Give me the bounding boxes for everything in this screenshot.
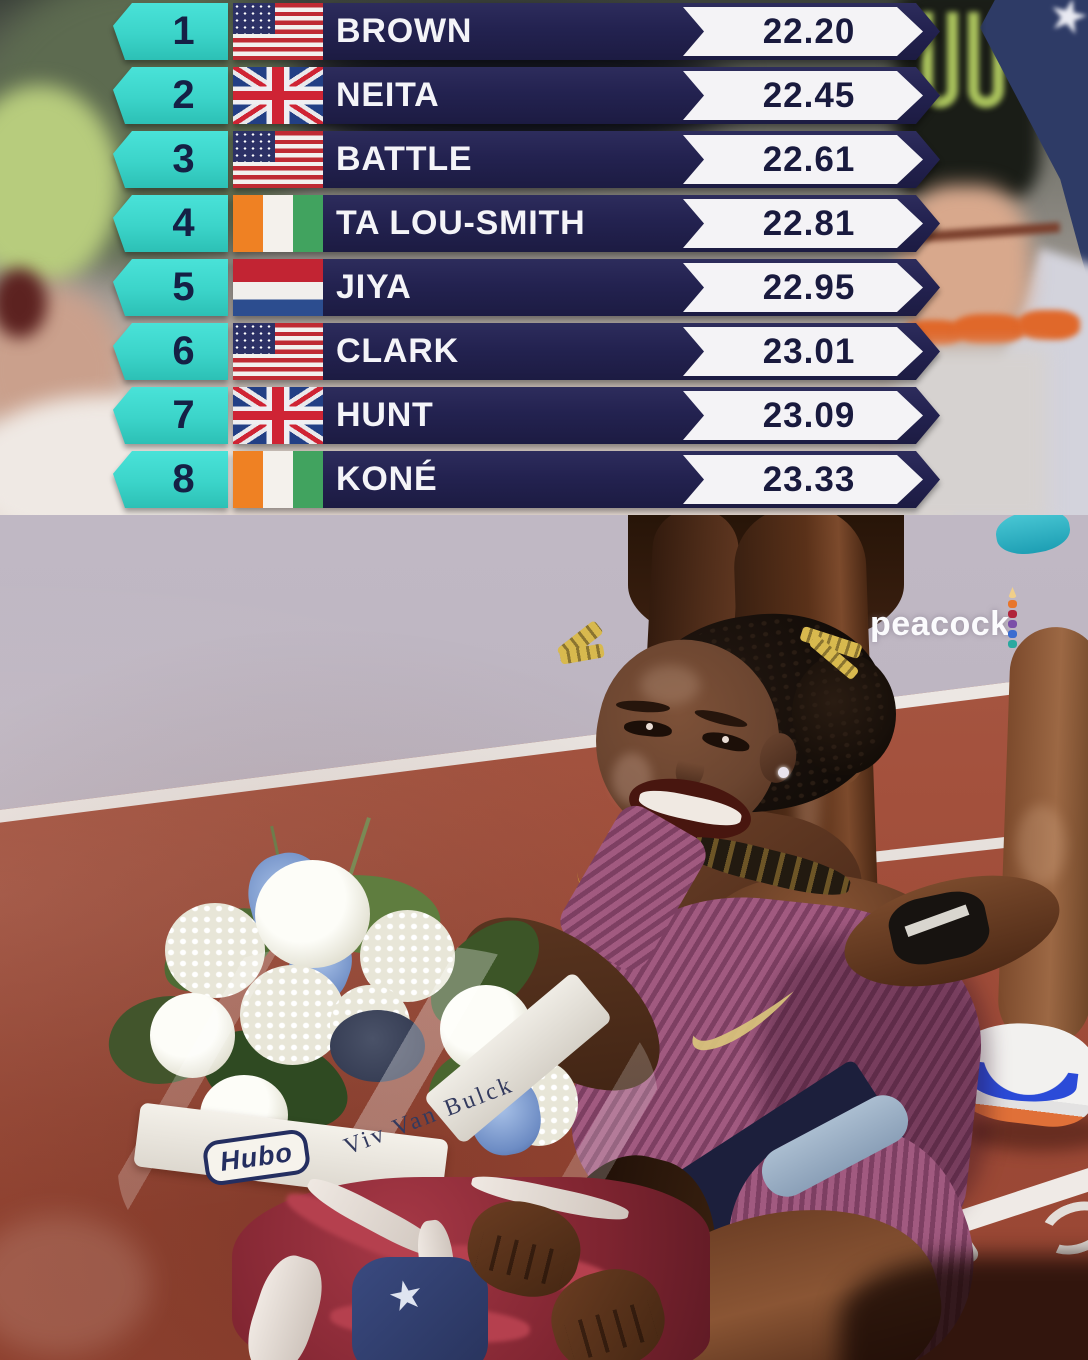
result-row: 2 NEITA 22.45 bbox=[0, 67, 1088, 124]
position-number: 3 bbox=[172, 137, 195, 181]
result-row: 7 HUNT 23.09 bbox=[0, 387, 1088, 444]
result-time: 22.81 bbox=[762, 203, 856, 243]
time-chip: 22.20 bbox=[683, 7, 923, 56]
time-chip: 23.01 bbox=[683, 327, 923, 376]
country-flag-icon bbox=[233, 67, 323, 124]
position-number: 6 bbox=[172, 329, 195, 373]
athlete-name: BROWN bbox=[336, 12, 473, 50]
country-flag-icon bbox=[233, 259, 323, 316]
country-flag-icon bbox=[233, 323, 323, 380]
time-chip: 22.81 bbox=[683, 199, 923, 248]
result-row: 4 TA LOU-SMITH 22.81 bbox=[0, 195, 1088, 252]
result-time: 22.20 bbox=[762, 11, 856, 51]
athlete-name: HUNT bbox=[336, 396, 434, 434]
result-time: 23.01 bbox=[762, 331, 856, 371]
position-number: 4 bbox=[172, 201, 195, 245]
position-number: 5 bbox=[172, 265, 195, 309]
position-tag: 2 bbox=[113, 67, 228, 124]
athlete-name: NEITA bbox=[336, 76, 440, 114]
position-tag: 6 bbox=[113, 323, 228, 380]
position-number: 1 bbox=[172, 9, 195, 53]
earring bbox=[778, 767, 789, 778]
result-row: 1 BROWN 22.20 bbox=[0, 3, 1088, 60]
athlete-name: JIYA bbox=[336, 268, 412, 306]
result-row: 8 KONÉ 23.33 bbox=[0, 451, 1088, 508]
position-tag: 7 bbox=[113, 387, 228, 444]
athlete-name: CLARK bbox=[336, 332, 459, 370]
country-flag-icon bbox=[233, 387, 323, 444]
result-time: 23.33 bbox=[762, 459, 856, 499]
result-time: 22.95 bbox=[762, 267, 856, 307]
country-flag-icon bbox=[233, 451, 323, 508]
position-tag: 4 bbox=[113, 195, 228, 252]
time-chip: 23.09 bbox=[683, 391, 923, 440]
position-tag: 8 bbox=[113, 451, 228, 508]
country-flag-icon bbox=[233, 195, 323, 252]
athlete-name: TA LOU-SMITH bbox=[336, 204, 586, 242]
result-time: 23.09 bbox=[762, 395, 856, 435]
white-flower bbox=[165, 903, 265, 998]
position-number: 2 bbox=[172, 73, 195, 117]
athlete-name: KONÉ bbox=[336, 460, 438, 498]
result-row: 3 BATTLE 22.61 bbox=[0, 131, 1088, 188]
position-number: 8 bbox=[172, 457, 195, 501]
result-time: 22.45 bbox=[762, 75, 856, 115]
result-row: 5 JIYA 22.95 bbox=[0, 259, 1088, 316]
blurred-stadium-sign bbox=[922, 12, 958, 108]
peacock-wordmark: peacock bbox=[870, 605, 1010, 643]
result-row: 6 CLARK 23.01 bbox=[0, 323, 1088, 380]
position-tag: 1 bbox=[113, 3, 228, 60]
nike-swoosh-icon bbox=[692, 991, 794, 1051]
country-flag-icon bbox=[233, 131, 323, 188]
thistle-flower bbox=[330, 1010, 425, 1082]
peacock-feather-icon bbox=[1006, 585, 1018, 649]
victory-photo: OWN Viv Van Bulck Hubo bbox=[0, 515, 1088, 1360]
athlete-name: BATTLE bbox=[336, 140, 473, 178]
position-number: 7 bbox=[172, 393, 195, 437]
peacock-watermark: peacock bbox=[870, 587, 1017, 651]
time-chip: 22.95 bbox=[683, 263, 923, 312]
time-chip: 22.45 bbox=[683, 71, 923, 120]
time-chip: 23.33 bbox=[683, 455, 923, 504]
result-time: 22.61 bbox=[762, 139, 856, 179]
time-chip: 22.61 bbox=[683, 135, 923, 184]
country-flag-icon bbox=[233, 3, 323, 60]
position-tag: 3 bbox=[113, 131, 228, 188]
position-tag: 5 bbox=[113, 259, 228, 316]
